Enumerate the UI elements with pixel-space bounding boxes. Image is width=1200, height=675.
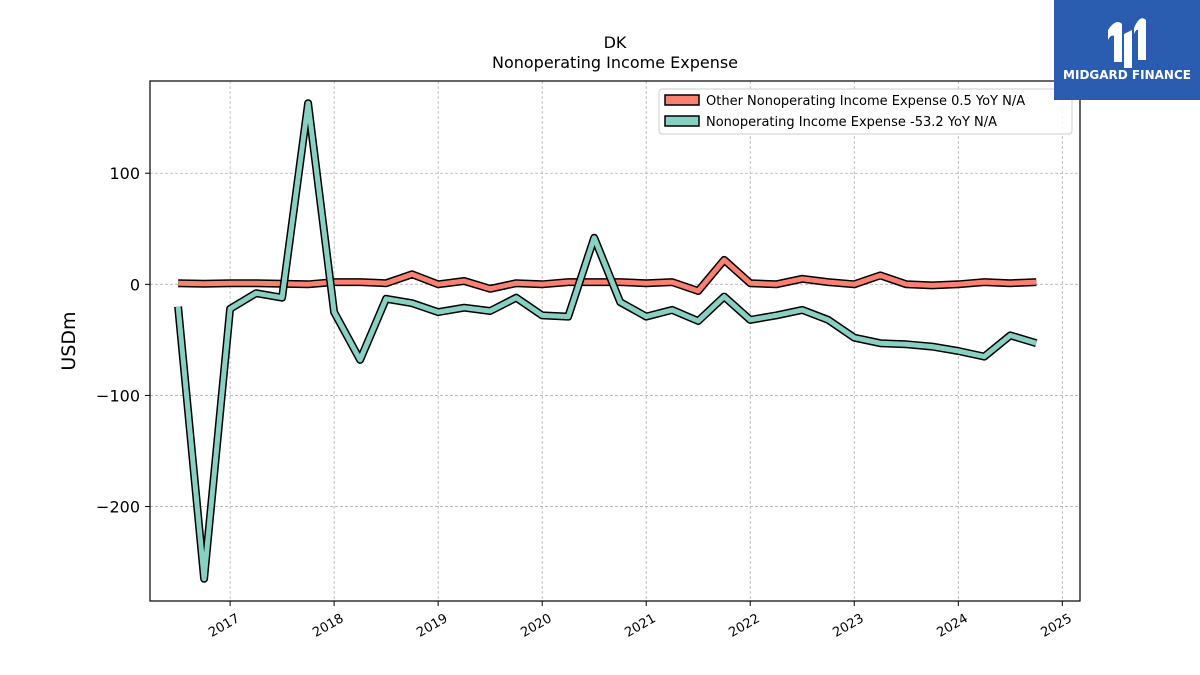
series-line-nonoperating (174, 99, 1038, 583)
x-tick-label: 2021 (622, 611, 658, 641)
y-tick-label: 0 (130, 275, 140, 294)
legend-label-nonoperating: Nonoperating Income Expense -53.2 YoY N/… (706, 115, 997, 130)
grid-lines (150, 81, 1080, 601)
y-tick-label: −100 (96, 386, 140, 405)
x-tick-label: 2018 (310, 611, 346, 641)
legend-label-other: Other Nonoperating Income Expense 0.5 Yo… (706, 94, 1025, 109)
y-axis-label: USDm (58, 311, 80, 370)
data-series (174, 99, 1038, 583)
x-tick-label: 2022 (726, 611, 762, 641)
x-axis-ticks: 2017 2018 2019 2020 2021 2022 2023 2024 2025 (206, 601, 1075, 641)
series-outline (174, 99, 1038, 583)
plot-frame (149, 80, 1081, 602)
series-line (175, 100, 1038, 582)
y-tick-label: 100 (109, 164, 140, 183)
legend-box (658, 88, 1073, 135)
series-line-other-nonoperating (178, 255, 1037, 295)
x-tick-label: 2023 (830, 611, 866, 641)
y-axis-ticks: 100 0 −100 −200 (96, 164, 150, 517)
x-tick-label: 2025 (1038, 611, 1074, 641)
legend: Other Nonoperating Income Expense 0.5 Yo… (658, 88, 1073, 135)
chart-subtitle: Nonoperating Income Expense (492, 53, 738, 72)
logo-mark-icon (1108, 18, 1146, 68)
x-tick-label: 2024 (934, 611, 970, 641)
brand-logo: MIDGARD FINANCE (1054, 0, 1200, 100)
brand-name: MIDGARD FINANCE (1063, 68, 1191, 82)
legend-swatch-nonoperating (664, 115, 700, 127)
x-tick-label: 2020 (518, 611, 554, 641)
x-tick-label: 2019 (414, 611, 450, 641)
chart-title: DK (604, 33, 627, 52)
y-tick-label: −200 (96, 498, 140, 517)
x-tick-label: 2017 (206, 611, 242, 641)
legend-swatch-other (664, 94, 700, 106)
series-line (178, 257, 1037, 294)
